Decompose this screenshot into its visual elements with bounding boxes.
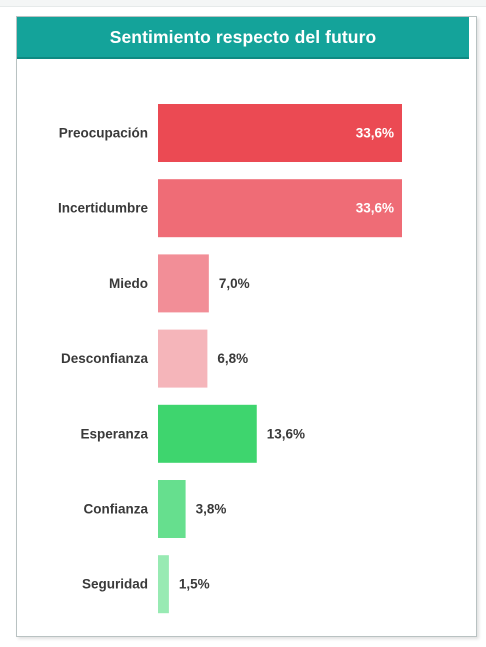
value-label-esperanza: 13,6% [267,426,305,441]
category-label-miedo: Miedo [109,276,148,291]
value-label-seguridad: 1,5% [179,577,210,592]
previous-card-edge [0,0,486,7]
bar-confianza[interactable] [158,480,186,538]
category-label-seguridad: Seguridad [82,577,148,592]
category-label-desconfianza: Desconfianza [61,351,149,366]
category-label-incertidumbre: Incertidumbre [58,201,149,216]
category-label-confianza: Confianza [83,502,148,517]
bar-desconfianza[interactable] [158,329,208,388]
bar-miedo[interactable] [158,254,209,313]
bars-group: Preocupación 33,6% Incertidumbre 33,6% Miedo… [58,104,402,614]
value-label-preocupacion: 33,6% [356,126,394,141]
bar-esperanza[interactable] [158,404,257,463]
chart-title: Sentimiento respecto del futuro [109,26,377,47]
value-label-miedo: 7,0% [219,276,250,291]
category-label-esperanza: Esperanza [80,426,148,441]
category-label-preocupacion: Preocupación [59,126,148,141]
value-label-incertidumbre: 33,6% [356,201,394,216]
chart-header: Sentimiento respecto del futuro [17,17,469,59]
value-label-confianza: 3,8% [196,502,227,517]
bar-incertidumbre[interactable] [158,179,402,238]
bar-seguridad[interactable] [158,555,169,614]
bar-preocupacion[interactable] [158,104,402,162]
value-label-desconfianza: 6,8% [217,351,248,366]
